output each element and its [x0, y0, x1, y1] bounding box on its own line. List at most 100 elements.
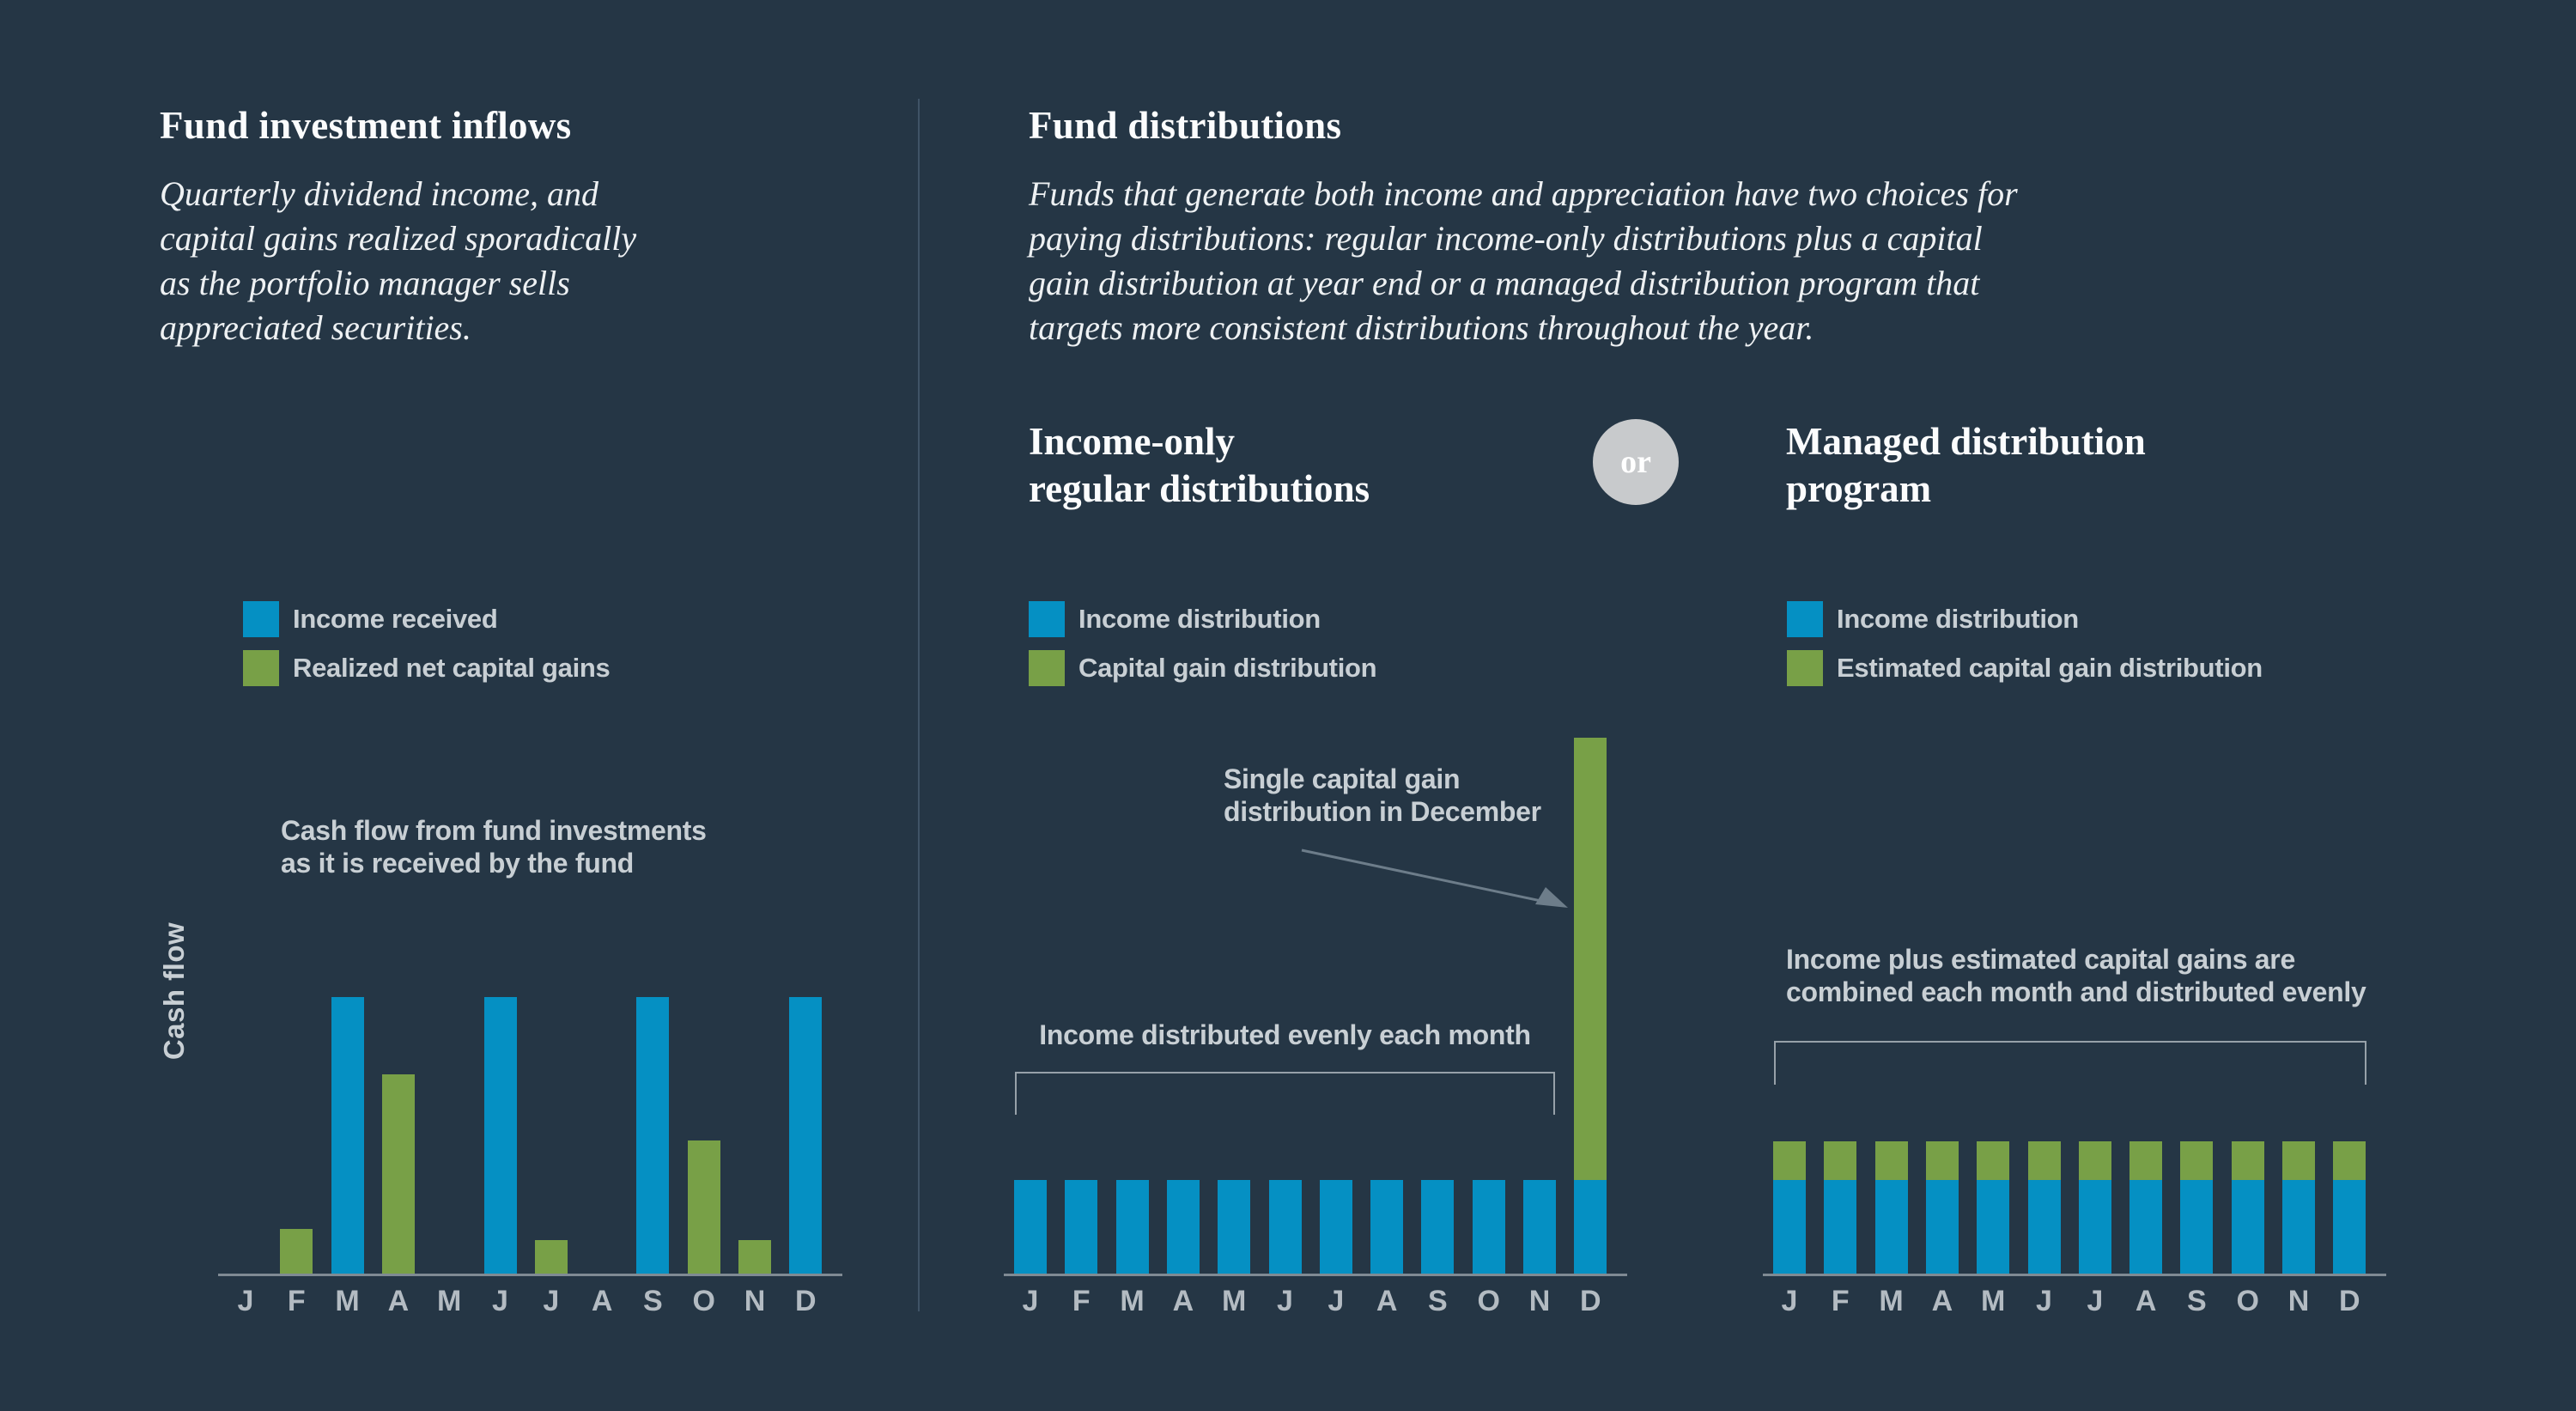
- income-bar: [1065, 1180, 1098, 1274]
- capital-gain-bar: [1824, 1140, 1857, 1180]
- x-axis: [1763, 1274, 2386, 1276]
- income-bar: [2333, 1180, 2366, 1274]
- capital-gain-bar: [738, 1240, 771, 1274]
- capital-gain-swatch-icon: [1029, 650, 1065, 686]
- capital-gain-bar: [1977, 1140, 2010, 1180]
- income-bar: [1115, 1180, 1149, 1274]
- month-label: S: [643, 1285, 663, 1317]
- month-label: A: [1172, 1285, 1194, 1317]
- income-bar: [1874, 1180, 1908, 1274]
- month-label: M: [335, 1285, 360, 1317]
- income-bar: [1977, 1180, 2010, 1274]
- month-label: J: [1327, 1285, 1345, 1317]
- month-label: J: [543, 1285, 560, 1317]
- income-bar: [1370, 1180, 1404, 1274]
- or-badge-label: or: [1620, 444, 1651, 480]
- legend-item: Income distribution: [1029, 601, 1376, 637]
- month-label: M: [437, 1285, 462, 1317]
- income-bar: [2129, 1180, 2163, 1274]
- income-bar: [1824, 1180, 1857, 1274]
- income-bar: [331, 997, 364, 1274]
- month-label: F: [1831, 1285, 1850, 1317]
- income-bar: [1014, 1180, 1047, 1274]
- income-bar: [1925, 1180, 1959, 1274]
- month-label: A: [387, 1285, 410, 1317]
- month-label: J: [2036, 1285, 2052, 1317]
- month-label: O: [692, 1285, 715, 1317]
- left-legend: Income received Realized net capital gai…: [243, 601, 611, 699]
- legend-item: Capital gain distribution: [1029, 650, 1377, 686]
- option-a-heading: Income-only regular distributions: [1029, 420, 1370, 510]
- income-bar: [789, 997, 823, 1274]
- month-label: D: [1580, 1285, 1601, 1317]
- panel-divider: [918, 99, 920, 1311]
- y-axis-label: Cash flow: [158, 921, 190, 1061]
- capital-gain-bar: [2078, 1140, 2111, 1180]
- income-bar: [2078, 1180, 2111, 1274]
- left-chart-note: Cash flow from fund investments as it is…: [281, 815, 707, 879]
- month-label: O: [2236, 1285, 2259, 1317]
- option-b-heading: Managed distribution program: [1786, 420, 2146, 510]
- month-label: J: [1022, 1285, 1039, 1317]
- legend-item: Income received: [243, 601, 610, 637]
- right-legend: Income distribution Estimated capital ga…: [1787, 601, 2263, 699]
- capital-gain-bar: [1574, 737, 1607, 1180]
- income-bar: [636, 997, 670, 1274]
- month-label: A: [1931, 1285, 1953, 1317]
- income-swatch-icon: [1029, 601, 1065, 637]
- left-panel-title: Fund investment inflows: [160, 104, 572, 147]
- income-only-chart: [1004, 0, 1627, 1274]
- month-label: J: [1781, 1285, 1798, 1317]
- month-label: M: [1120, 1285, 1145, 1317]
- right-chart-note: Income plus estimated capital gains are …: [1786, 944, 2366, 1007]
- income-bar: [2231, 1180, 2264, 1274]
- capital-gain-bar: [687, 1140, 720, 1274]
- month-label: S: [2187, 1285, 2207, 1317]
- capital-gain-bar: [381, 1074, 415, 1274]
- capital-gain-bar: [2027, 1140, 2061, 1180]
- capital-gain-bar: [280, 1229, 313, 1274]
- capital-gain-bar: [1925, 1140, 1959, 1180]
- legend-item: Estimated capital gain distribution: [1787, 650, 2263, 686]
- capital-gain-swatch-icon: [243, 650, 279, 686]
- or-badge: or: [1593, 419, 1679, 505]
- capital-gain-bar: [2333, 1140, 2366, 1180]
- month-label: D: [2339, 1285, 2360, 1317]
- income-bar: [483, 997, 517, 1274]
- month-label: N: [1528, 1285, 1551, 1317]
- month-label: A: [591, 1285, 613, 1317]
- month-label: J: [492, 1285, 508, 1317]
- month-label: F: [1072, 1285, 1091, 1317]
- income-bar: [1421, 1180, 1455, 1274]
- middle-bracket: [1015, 1072, 1555, 1115]
- month-label: N: [744, 1285, 766, 1317]
- capital-gain-bar: [2282, 1140, 2315, 1180]
- income-bar: [1166, 1180, 1200, 1274]
- middle-bracket-label: Income distributed evenly each month: [1039, 1019, 1531, 1050]
- month-label: D: [795, 1285, 817, 1317]
- x-axis: [218, 1274, 842, 1276]
- x-axis: [1004, 1274, 1627, 1276]
- income-bar: [1574, 1180, 1607, 1274]
- capital-gain-bar: [2180, 1140, 2214, 1180]
- callout-arrow-icon: [1301, 848, 1568, 908]
- capital-gain-bar: [2231, 1140, 2264, 1180]
- month-label: N: [2287, 1285, 2310, 1317]
- month-label: M: [1222, 1285, 1247, 1317]
- income-bar: [1218, 1180, 1251, 1274]
- legend-item: Realized net capital gains: [243, 650, 611, 686]
- fund-inflows-chart: [218, 0, 842, 1274]
- income-bar: [2180, 1180, 2214, 1274]
- middle-legend: Income distribution Capital gain distrib…: [1029, 601, 1377, 699]
- month-label: A: [1376, 1285, 1398, 1317]
- right-bracket: [1774, 1041, 2366, 1085]
- month-label: M: [1981, 1285, 2006, 1317]
- month-label: J: [237, 1285, 254, 1317]
- month-label: M: [1879, 1285, 1904, 1317]
- legend-item: Income distribution: [1787, 601, 2263, 637]
- month-label: F: [287, 1285, 306, 1317]
- income-bar: [1472, 1180, 1505, 1274]
- month-label: J: [2087, 1285, 2104, 1317]
